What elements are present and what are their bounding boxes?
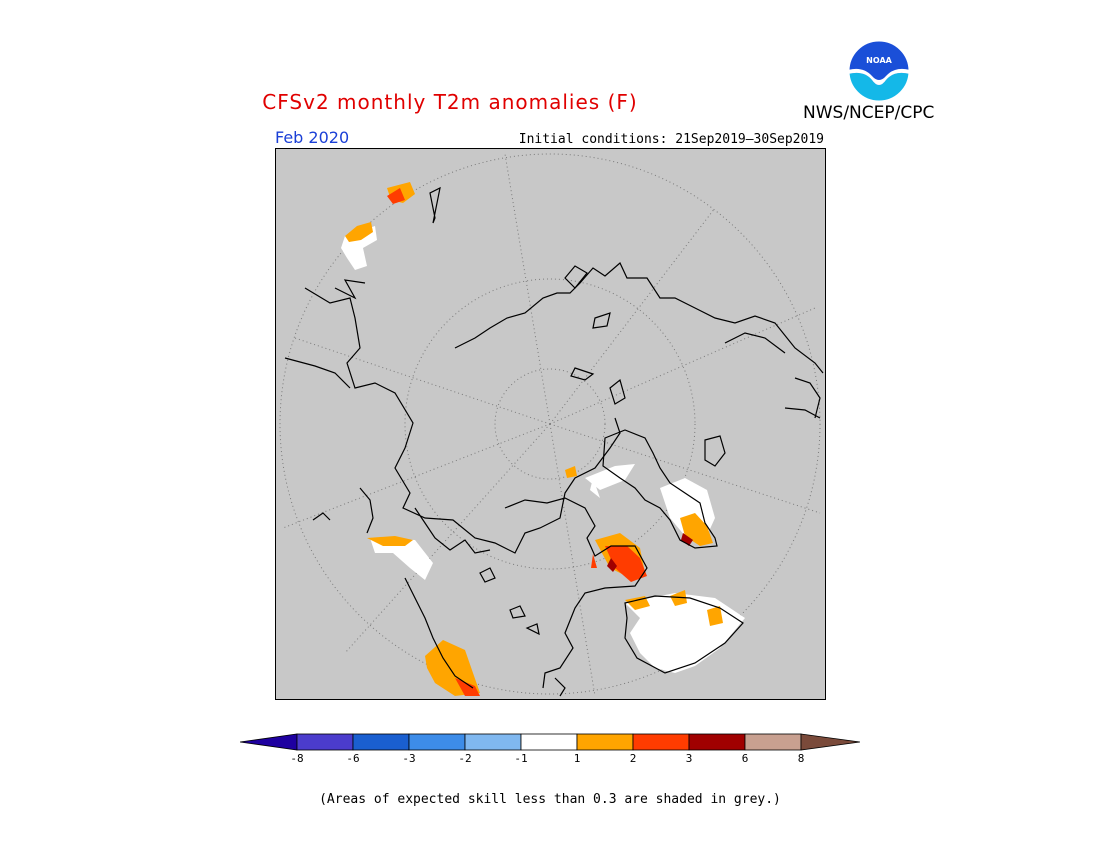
colorbar-bin-7 — [632, 733, 690, 751]
colorbar-labels: -8 -6 -3 -2 -1 1 2 3 6 8 — [240, 752, 860, 768]
colorbar-bin-3 — [408, 733, 466, 751]
coastlines — [284, 186, 824, 697]
colorbar-bin-8 — [688, 733, 746, 751]
colorbar-label: 1 — [573, 752, 581, 765]
colorbar-arrow-left — [240, 733, 298, 751]
colorbar-label: -8 — [290, 752, 304, 765]
anomaly-red — [387, 188, 647, 696]
logo-text: NOAA — [866, 56, 892, 65]
anomaly-darkred — [607, 533, 693, 572]
noaa-logo: NOAA — [848, 40, 910, 102]
graticule — [279, 153, 821, 697]
initial-conditions: Initial conditions: 21Sep2019–30Sep2019 — [518, 132, 824, 147]
organization-label: NWS/NCEP/CPC — [803, 103, 935, 123]
colorbar-bin-4 — [464, 733, 522, 751]
colorbar-label: -3 — [402, 752, 416, 765]
skill-footnote: (Areas of expected skill less than 0.3 a… — [319, 792, 781, 807]
forecast-month: Feb 2020 — [275, 128, 350, 147]
colorbar-label: 2 — [629, 752, 637, 765]
colorbar — [240, 733, 860, 751]
chart-title: CFSv2 monthly T2m anomalies (F) — [262, 90, 638, 114]
colorbar-bin-2 — [352, 733, 410, 751]
colorbar-label: 8 — [797, 752, 805, 765]
colorbar-bin-1 — [296, 733, 354, 751]
colorbar-arrow-right — [800, 733, 860, 751]
colorbar-bin-9 — [744, 733, 802, 751]
colorbar-label: 3 — [685, 752, 693, 765]
colorbar-label: -2 — [458, 752, 472, 765]
polar-map — [275, 148, 826, 700]
colorbar-bin-5 — [520, 733, 578, 751]
colorbar-label: -6 — [346, 752, 360, 765]
colorbar-label: 6 — [741, 752, 749, 765]
colorbar-bin-6 — [576, 733, 634, 751]
colorbar-label: -1 — [514, 752, 528, 765]
